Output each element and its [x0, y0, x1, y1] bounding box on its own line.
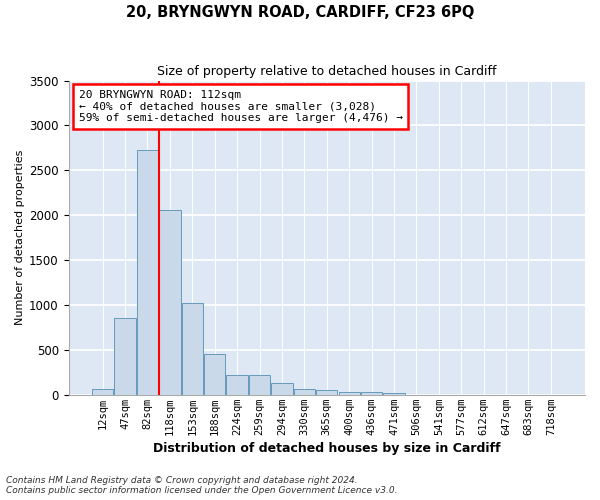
Bar	[271, 382, 293, 395]
Text: 20, BRYNGWYN ROAD, CARDIFF, CF23 6PQ: 20, BRYNGWYN ROAD, CARDIFF, CF23 6PQ	[126, 5, 474, 20]
Bar	[249, 376, 270, 395]
Bar	[226, 376, 248, 395]
Bar	[159, 210, 181, 395]
Bar	[182, 303, 203, 395]
Bar	[115, 318, 136, 395]
Bar	[137, 150, 158, 395]
Bar	[338, 392, 360, 395]
Text: 20 BRYNGWYN ROAD: 112sqm
← 40% of detached houses are smaller (3,028)
59% of sem: 20 BRYNGWYN ROAD: 112sqm ← 40% of detach…	[79, 90, 403, 123]
Title: Size of property relative to detached houses in Cardiff: Size of property relative to detached ho…	[157, 65, 497, 78]
Bar	[92, 390, 113, 395]
X-axis label: Distribution of detached houses by size in Cardiff: Distribution of detached houses by size …	[153, 442, 500, 455]
Text: Contains HM Land Registry data © Crown copyright and database right 2024.
Contai: Contains HM Land Registry data © Crown c…	[6, 476, 398, 495]
Y-axis label: Number of detached properties: Number of detached properties	[15, 150, 25, 326]
Bar	[383, 393, 404, 395]
Bar	[293, 390, 315, 395]
Bar	[361, 392, 382, 395]
Bar	[204, 354, 226, 395]
Bar	[316, 390, 337, 395]
